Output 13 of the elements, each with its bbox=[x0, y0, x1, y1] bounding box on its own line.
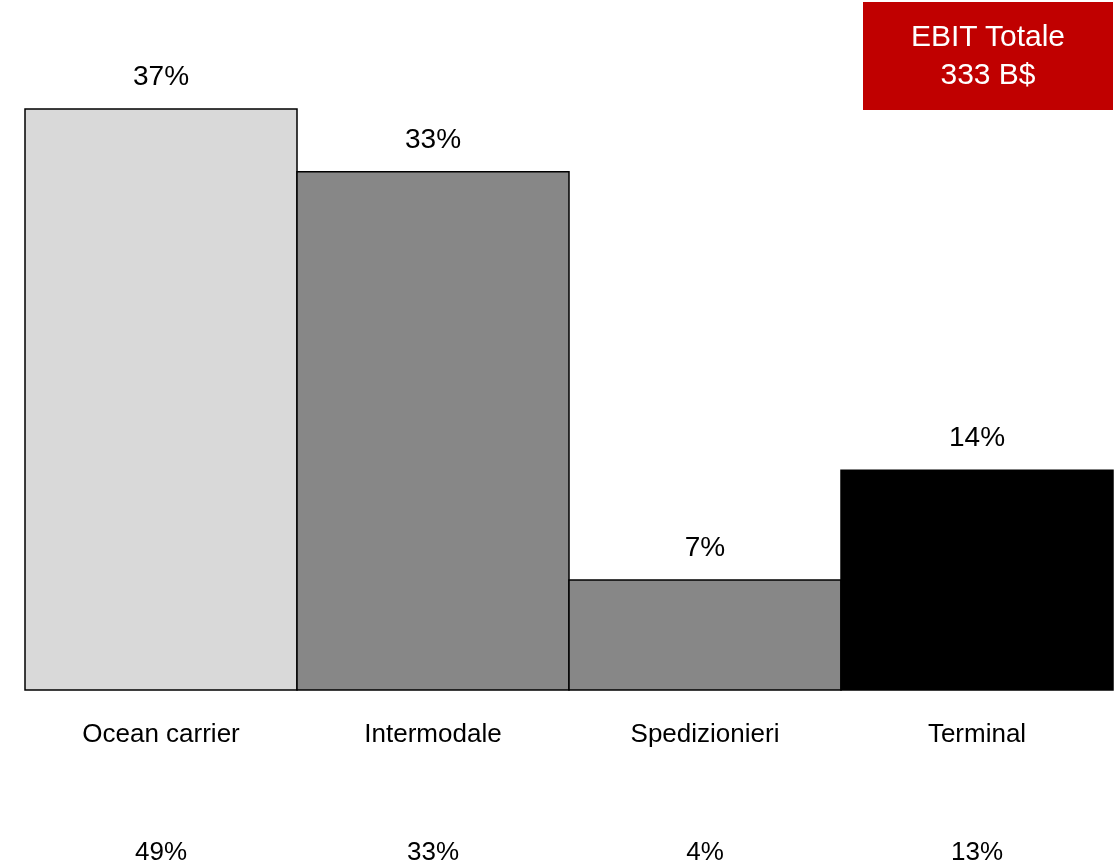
data-label: 37% bbox=[132, 59, 190, 91]
text: EBIT Totale 333 B$ bbox=[911, 19, 1065, 90]
data-label: 7% bbox=[684, 531, 726, 563]
x-tick-label: Intermodale bbox=[364, 717, 502, 748]
text: 49% bbox=[134, 836, 188, 866]
data-label: 33% bbox=[404, 122, 462, 154]
x-tick-label: Ocean carrier bbox=[82, 717, 241, 748]
x-tick-label: Terminal bbox=[927, 717, 1027, 748]
x-tick-label: Spedizionieri bbox=[630, 717, 780, 748]
data-label: 14% bbox=[948, 421, 1006, 453]
text: 13% bbox=[950, 836, 1004, 866]
text: 4% bbox=[686, 836, 724, 866]
text: 33% bbox=[406, 836, 460, 866]
